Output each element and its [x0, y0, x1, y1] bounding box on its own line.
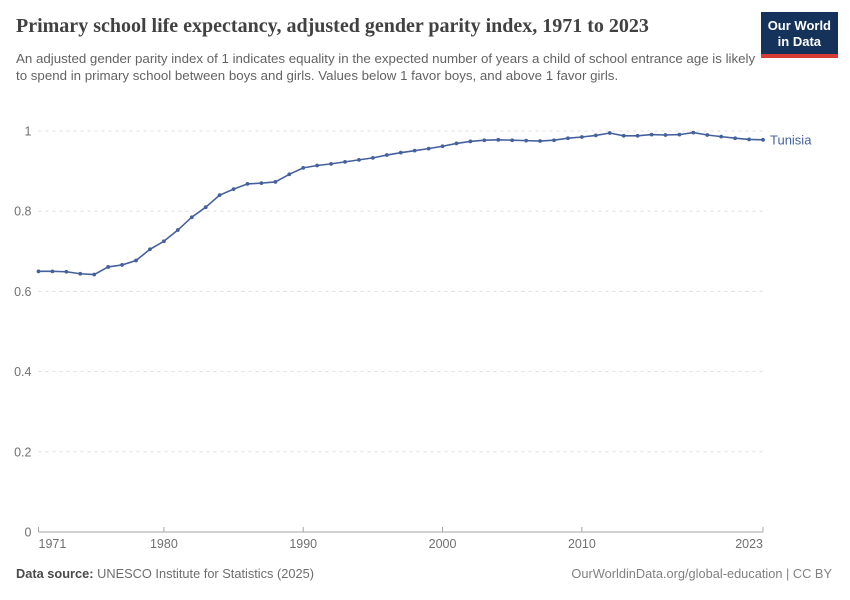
data-point: [719, 134, 724, 139]
x-tick-label: 2000: [429, 537, 457, 551]
data-point: [398, 150, 403, 155]
data-point: [552, 138, 556, 143]
data-point: [593, 133, 598, 138]
x-tick-label: 2010: [568, 537, 596, 551]
data-point: [524, 138, 529, 143]
data-point: [621, 133, 626, 138]
data-point: [315, 163, 320, 168]
x-tick-label: 1980: [150, 537, 178, 551]
y-tick-label: 1: [25, 125, 32, 139]
data-point: [189, 215, 194, 220]
data-point: [50, 269, 55, 274]
chart-header: Primary school life expectancy, adjusted…: [16, 12, 756, 85]
y-tick-label: 0.2: [14, 445, 31, 459]
data-point: [287, 172, 292, 177]
y-tick-label: 0.4: [14, 365, 31, 379]
data-point: [106, 265, 111, 269]
data-point: [747, 137, 751, 142]
data-point: [92, 272, 97, 277]
data-point: [496, 137, 501, 142]
x-tick-label: 2023: [735, 537, 763, 551]
data-point: [64, 269, 69, 274]
owid-logo-line1: Our World: [767, 18, 831, 33]
entity-label-tunisia[interactable]: Tunisia: [770, 132, 812, 147]
x-tick-label: 1971: [39, 537, 67, 551]
data-point: [579, 135, 584, 139]
y-tick-label: 0.8: [14, 205, 31, 219]
data-point: [566, 136, 570, 141]
data-point: [120, 263, 124, 267]
data-point: [78, 271, 83, 276]
data-point: [384, 153, 389, 157]
data-point: [412, 148, 417, 153]
data-point: [245, 182, 250, 186]
owid-license-link[interactable]: OurWorldinData.org/global-education | CC…: [571, 566, 832, 581]
data-point: [231, 187, 236, 192]
data-point: [761, 137, 765, 142]
data-point: [677, 132, 682, 137]
data-point: [259, 181, 264, 186]
chart-footer: Data source: UNESCO Institute for Statis…: [16, 566, 832, 581]
data-point: [510, 138, 515, 143]
data-point: [370, 155, 375, 160]
data-point: [663, 133, 668, 137]
y-tick-label: 0.6: [14, 285, 31, 299]
data-point: [175, 228, 180, 232]
data-point: [36, 269, 41, 274]
x-tick-label: 1990: [289, 537, 317, 551]
data-point: [357, 157, 361, 162]
owid-logo-line2: in Data: [777, 33, 822, 49]
data-point: [607, 131, 612, 135]
data-point: [301, 165, 306, 170]
data-point: [482, 138, 487, 143]
data-point: [217, 193, 222, 198]
data-point: [203, 205, 208, 210]
data-point: [273, 180, 278, 184]
chart-subtitle: An adjusted gender parity index of 1 ind…: [16, 51, 756, 84]
data-point: [426, 146, 431, 151]
data-point: [705, 133, 710, 137]
data-point: [691, 130, 696, 135]
data-source-note: Data source: UNESCO Institute for Statis…: [16, 566, 314, 581]
data-point: [468, 139, 473, 144]
data-point: [454, 141, 459, 146]
data-source-text: UNESCO Institute for Statistics (2025): [93, 566, 314, 581]
data-point: [635, 133, 640, 138]
data-point: [538, 139, 542, 143]
data-point: [148, 247, 152, 252]
data-point: [134, 258, 138, 263]
line-chart-canvas: 0 0.2 0.4 0.6 0.8 1 1971 1980 1990 2000 2010 2023 Tu…: [14, 125, 812, 552]
data-point: [649, 132, 654, 137]
data-point: [733, 136, 738, 141]
data-point: [440, 144, 445, 149]
owid-logo[interactable]: Our World in Data: [760, 12, 838, 59]
data-point: [343, 159, 347, 164]
y-tick-label: 0: [25, 526, 32, 540]
data-point: [161, 239, 166, 244]
chart-title: Primary school life expectancy, adjusted…: [16, 15, 649, 37]
data-point: [329, 161, 333, 166]
data-source-label: Data source:: [16, 566, 94, 581]
